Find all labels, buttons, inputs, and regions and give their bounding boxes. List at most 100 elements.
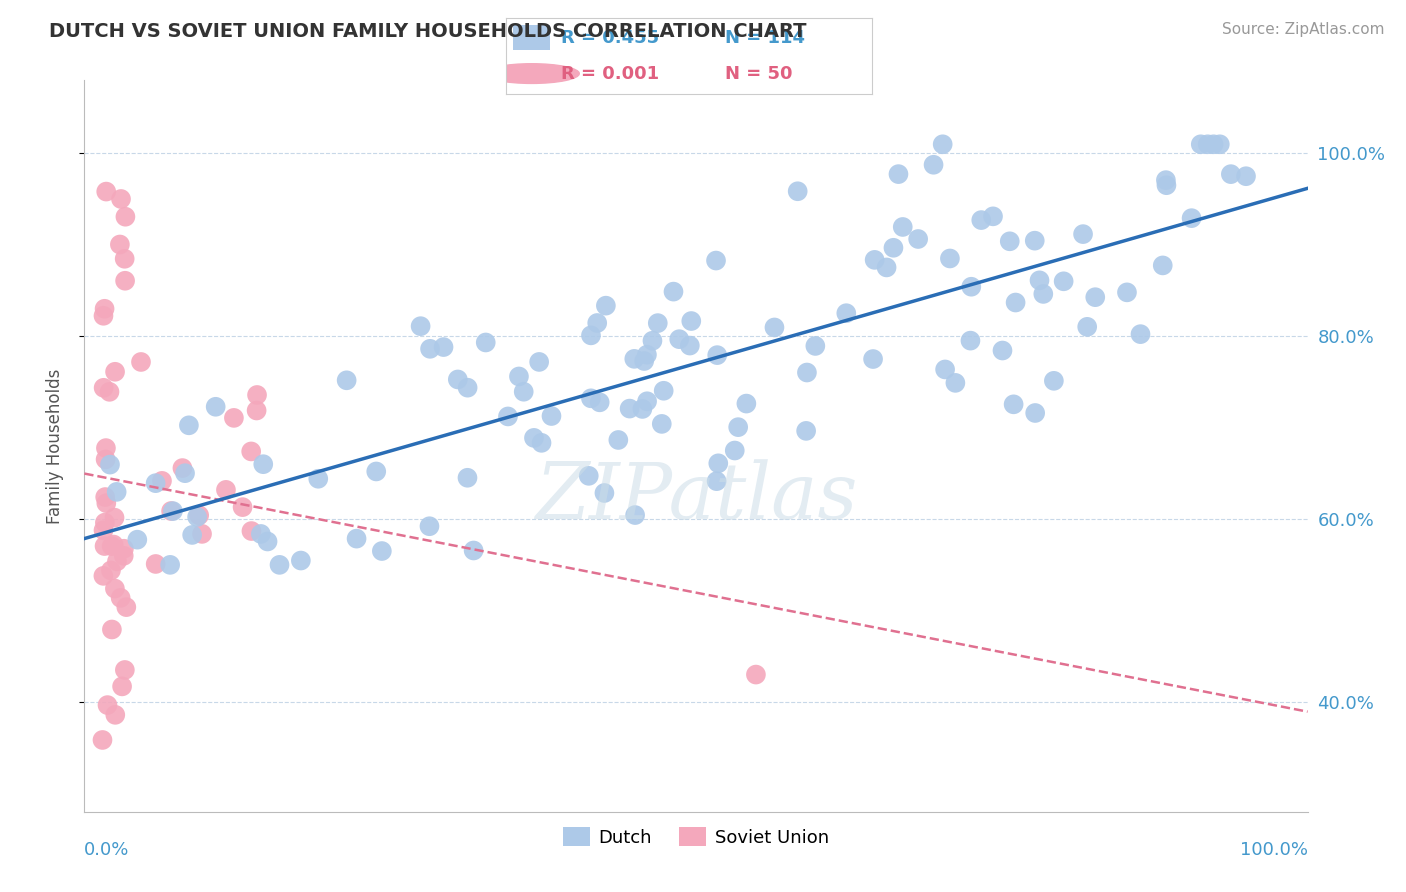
Point bbox=[93, 539, 115, 553]
Point bbox=[101, 623, 124, 637]
Point bbox=[624, 508, 647, 522]
Point bbox=[114, 663, 136, 677]
Point bbox=[1053, 274, 1076, 288]
Point bbox=[456, 471, 478, 485]
Point bbox=[619, 401, 641, 416]
Point bbox=[796, 366, 818, 380]
Point bbox=[523, 431, 546, 445]
Point bbox=[115, 600, 138, 615]
Point bbox=[240, 524, 263, 538]
Point bbox=[418, 519, 440, 533]
Point bbox=[786, 184, 808, 198]
Point bbox=[93, 523, 115, 537]
Point bbox=[1071, 227, 1094, 241]
Point bbox=[1180, 211, 1202, 226]
Point bbox=[93, 569, 115, 583]
Point bbox=[177, 418, 200, 433]
Point bbox=[578, 468, 600, 483]
Point bbox=[636, 394, 658, 409]
Point bbox=[94, 490, 117, 504]
Point bbox=[186, 510, 208, 524]
Point bbox=[463, 543, 485, 558]
Point bbox=[232, 500, 254, 515]
Point bbox=[1156, 178, 1178, 193]
Point bbox=[641, 334, 664, 348]
Point bbox=[129, 355, 152, 369]
Point bbox=[607, 433, 630, 447]
Point bbox=[633, 354, 655, 368]
Point bbox=[181, 528, 204, 542]
Point bbox=[530, 435, 553, 450]
Point bbox=[704, 253, 727, 268]
Point bbox=[1189, 137, 1212, 152]
Point bbox=[636, 348, 658, 362]
Point bbox=[647, 316, 669, 330]
Point bbox=[100, 564, 122, 578]
Point bbox=[160, 504, 183, 518]
Point bbox=[159, 558, 181, 572]
Point bbox=[240, 444, 263, 458]
Point bbox=[371, 544, 394, 558]
Point bbox=[104, 365, 127, 379]
Point bbox=[105, 554, 128, 568]
Point bbox=[1024, 406, 1046, 420]
Point bbox=[745, 667, 768, 681]
Point bbox=[662, 285, 685, 299]
Point bbox=[104, 707, 127, 722]
Point bbox=[112, 549, 135, 563]
Point bbox=[174, 466, 197, 480]
Point bbox=[93, 381, 115, 395]
Point bbox=[681, 314, 703, 328]
Point bbox=[250, 527, 273, 541]
Y-axis label: Family Households: Family Households bbox=[45, 368, 63, 524]
Point bbox=[863, 252, 886, 267]
Point bbox=[215, 483, 238, 497]
Point bbox=[93, 301, 115, 316]
Point bbox=[246, 403, 269, 417]
Point bbox=[939, 252, 962, 266]
Point bbox=[652, 384, 675, 398]
Point bbox=[145, 557, 167, 571]
Point bbox=[447, 372, 470, 386]
Point bbox=[94, 452, 117, 467]
Point bbox=[94, 441, 117, 455]
Point bbox=[114, 210, 136, 224]
Text: ZIPatlas: ZIPatlas bbox=[534, 459, 858, 535]
Point bbox=[1202, 137, 1225, 152]
Point bbox=[1116, 285, 1139, 300]
Point bbox=[651, 417, 673, 431]
Point bbox=[1032, 287, 1054, 301]
Point bbox=[104, 582, 127, 596]
Point bbox=[172, 461, 194, 475]
Point bbox=[593, 486, 616, 500]
Text: N = 50: N = 50 bbox=[725, 64, 793, 83]
Point bbox=[98, 458, 121, 472]
Point bbox=[145, 476, 167, 491]
Point bbox=[1209, 137, 1232, 152]
Point bbox=[366, 465, 388, 479]
Point bbox=[882, 241, 904, 255]
Text: R = 0.001: R = 0.001 bbox=[561, 64, 659, 83]
Point bbox=[1002, 397, 1025, 411]
Point bbox=[93, 309, 115, 323]
Point bbox=[409, 319, 432, 334]
Point bbox=[91, 733, 114, 747]
Point bbox=[252, 457, 274, 471]
Point bbox=[891, 219, 914, 234]
Point bbox=[98, 384, 121, 399]
Point bbox=[934, 362, 956, 376]
Point bbox=[508, 369, 530, 384]
Point bbox=[668, 332, 690, 346]
Text: 100.0%: 100.0% bbox=[1240, 841, 1308, 859]
Point bbox=[222, 410, 245, 425]
Point bbox=[579, 392, 602, 406]
Point bbox=[346, 532, 368, 546]
Point bbox=[1043, 374, 1066, 388]
Point bbox=[907, 232, 929, 246]
Point bbox=[1219, 167, 1241, 181]
Point bbox=[246, 388, 269, 402]
Point bbox=[706, 474, 728, 488]
Point bbox=[970, 213, 993, 227]
Point bbox=[1197, 137, 1219, 152]
Point bbox=[127, 533, 149, 547]
